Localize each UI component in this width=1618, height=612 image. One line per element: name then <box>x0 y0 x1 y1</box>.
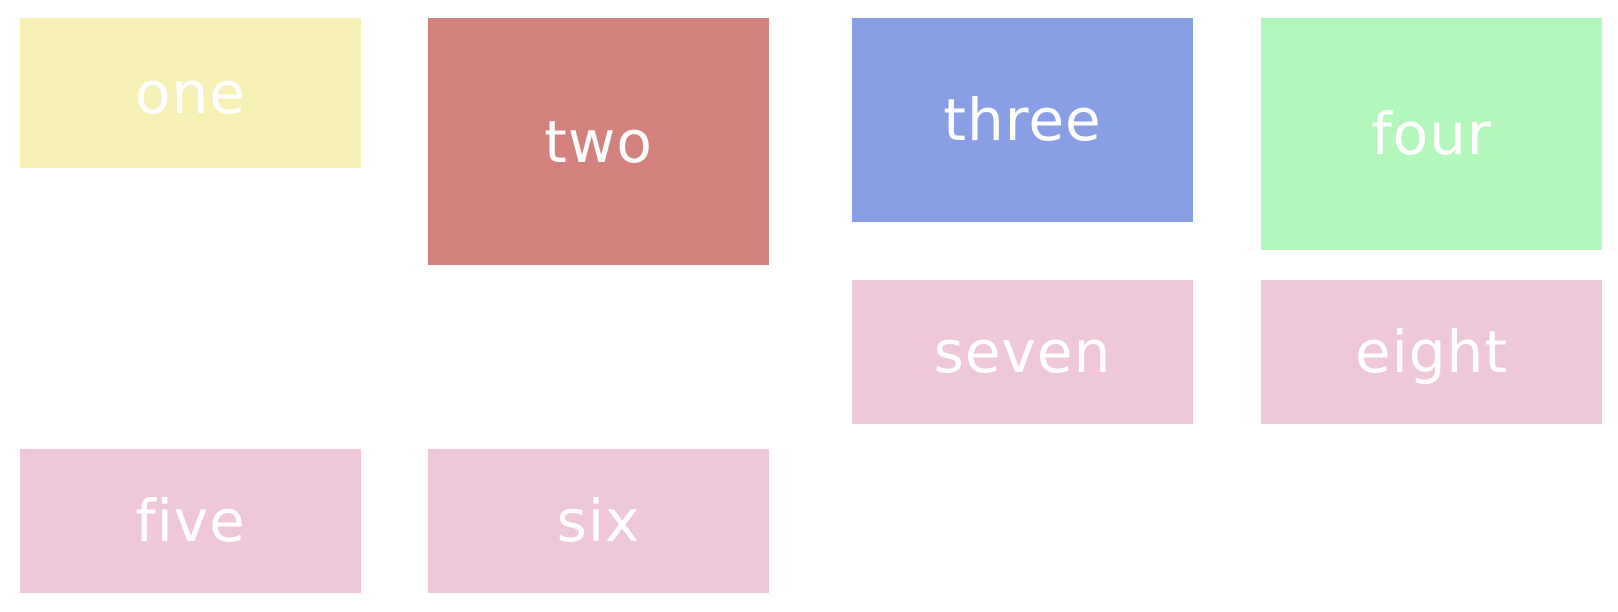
tile-label-one: one <box>135 59 246 127</box>
tile-label-three: three <box>943 86 1102 154</box>
tile-three: three <box>852 18 1193 222</box>
tile-five: five <box>20 449 361 593</box>
tile-label-seven: seven <box>933 318 1112 386</box>
tile-seven: seven <box>852 280 1193 424</box>
tile-four: four <box>1261 18 1602 250</box>
tile-label-six: six <box>556 487 641 555</box>
tile-eight: eight <box>1261 280 1602 424</box>
tile-label-eight: eight <box>1354 318 1509 386</box>
tile-label-two: two <box>544 107 653 176</box>
tile-two: two <box>428 18 769 265</box>
tile-one: one <box>20 18 361 168</box>
tile-label-five: five <box>135 487 246 555</box>
tile-label-four: four <box>1371 100 1492 168</box>
tile-six: six <box>428 449 769 593</box>
